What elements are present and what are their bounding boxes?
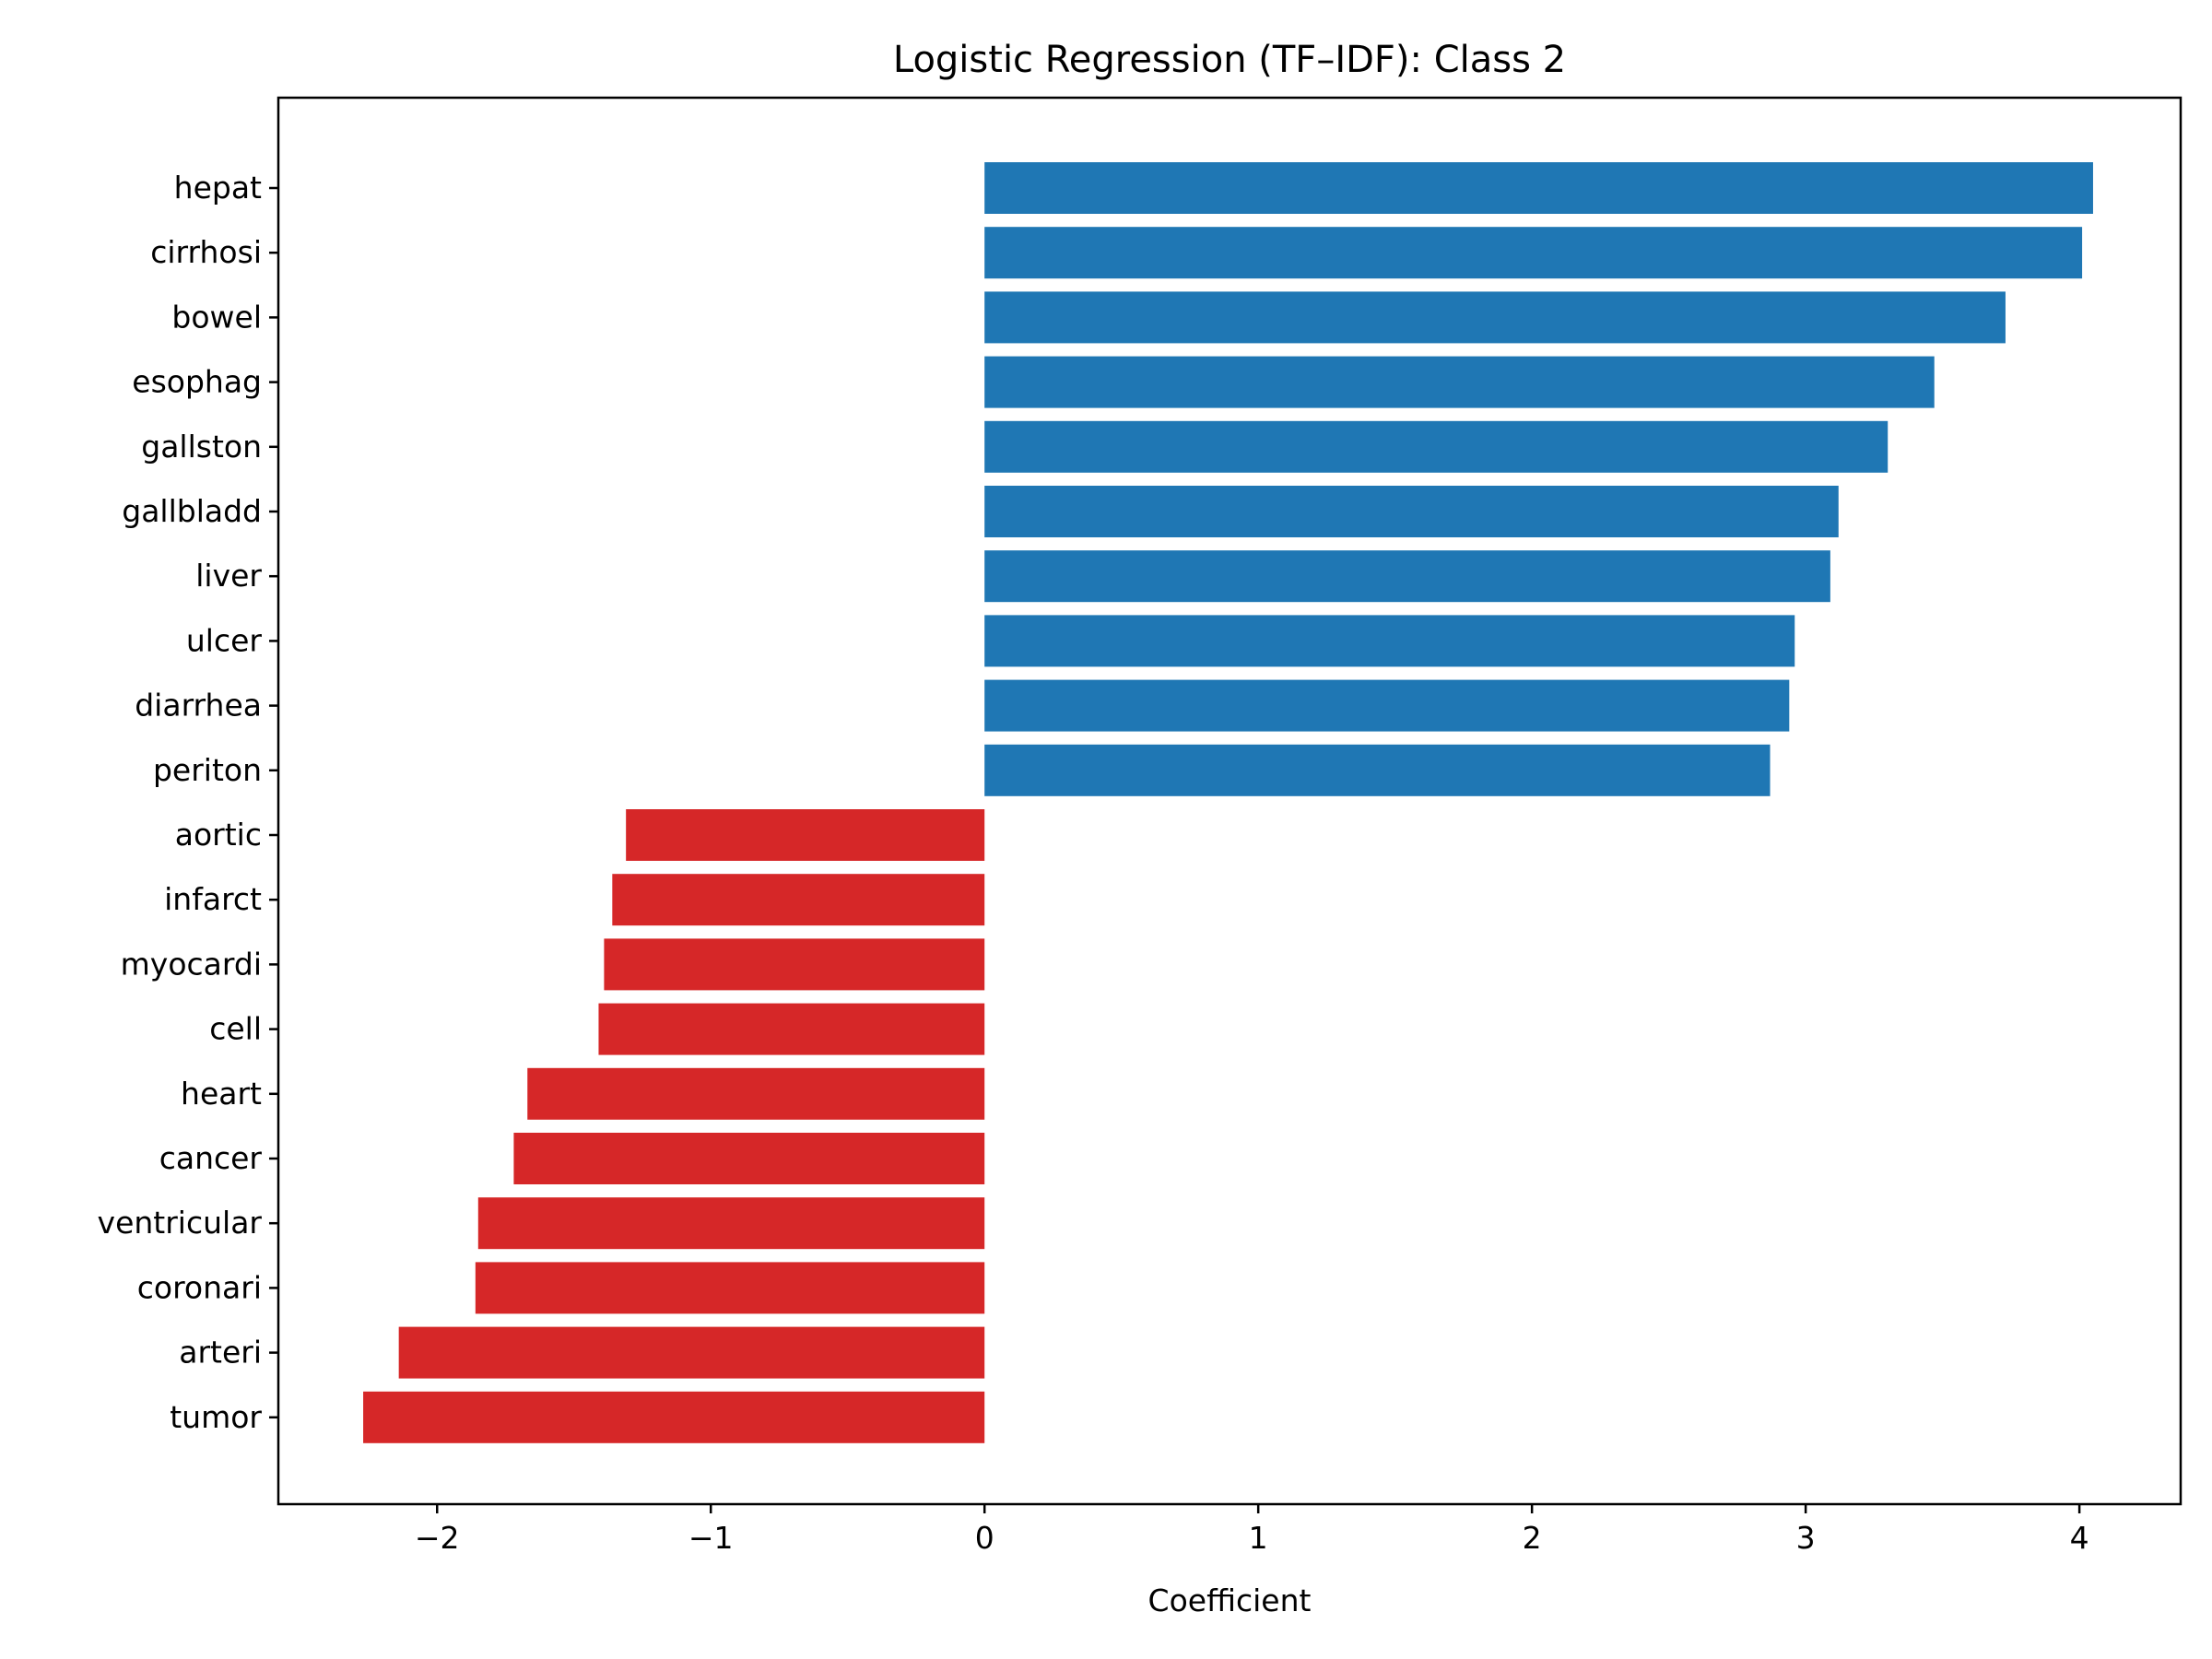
x-axis-label: Coefficient	[1148, 1583, 1312, 1618]
bar-myocardi	[604, 938, 985, 991]
y-tick-label-gallbladd: gallbladd	[122, 493, 262, 529]
bar-gallston	[984, 420, 1888, 473]
y-tick-label-cirrhosi: cirrhosi	[150, 234, 262, 270]
bar-cirrhosi	[984, 227, 2083, 279]
y-tick-label-coronari: coronari	[137, 1269, 262, 1305]
y-tick-label-diarrhea: diarrhea	[135, 688, 262, 724]
x-axis: −2 −1 0 1 2 3 4	[415, 1504, 2089, 1556]
y-tick-label-ulcer: ulcer	[186, 622, 263, 658]
y-tick-label-cell: cell	[209, 1011, 262, 1047]
bar-cancer	[513, 1133, 985, 1184]
y-tick-label-bowel: bowel	[171, 299, 262, 335]
y-tick-label-gallston: gallston	[141, 429, 262, 465]
y-tick-label-myocardi: myocardi	[121, 946, 262, 982]
bar-gallbladd	[984, 486, 1839, 537]
y-tick-label-heart: heart	[181, 1076, 262, 1112]
y-tick-label-tumor: tumor	[170, 1399, 262, 1435]
y-tick-label-arteri: arteri	[179, 1335, 262, 1371]
y-tick-label-infarct: infarct	[164, 881, 262, 917]
y-tick-label-esophag: esophag	[132, 364, 262, 400]
x-tick-label: −1	[688, 1520, 734, 1556]
y-tick-label-ventricular: ventricular	[98, 1205, 263, 1241]
y-axis: hepat cirrhosi bowel esophag gallston gallbla…	[98, 170, 278, 1435]
y-tick-label-hepat: hepat	[174, 170, 262, 206]
bars	[363, 162, 2093, 1443]
bar-cell	[598, 1003, 985, 1055]
chart-title: Logistic Regression (TF–IDF): Class 2	[893, 39, 1566, 81]
bar-arteri	[398, 1326, 985, 1379]
bar-infarct	[612, 874, 985, 926]
y-tick-label-cancer: cancer	[159, 1140, 263, 1176]
x-tick-label: 1	[1249, 1520, 1268, 1556]
x-tick-label: 4	[2070, 1520, 2089, 1556]
bar-periton	[984, 744, 1771, 796]
bar-coronari	[475, 1262, 985, 1314]
plot-frame	[276, 96, 2183, 1506]
y-tick-label-periton: periton	[153, 752, 262, 788]
x-tick-label: 3	[1796, 1520, 1816, 1556]
bar-hepat	[984, 162, 2093, 214]
bar-ventricular	[477, 1197, 985, 1250]
bar-heart	[527, 1067, 985, 1120]
x-tick-label: −2	[415, 1520, 460, 1556]
x-tick-label: 0	[975, 1520, 994, 1556]
bar-bowel	[984, 291, 2006, 344]
bar-liver	[984, 550, 1830, 603]
x-tick-label: 2	[1523, 1520, 1542, 1556]
y-tick-label-liver: liver	[195, 558, 262, 594]
bar-esophag	[984, 356, 1935, 408]
bar-ulcer	[984, 615, 1795, 667]
bar-tumor	[363, 1391, 985, 1443]
bar-diarrhea	[984, 679, 1790, 732]
y-tick-label-aortic: aortic	[175, 817, 262, 853]
bar-aortic	[626, 809, 985, 861]
